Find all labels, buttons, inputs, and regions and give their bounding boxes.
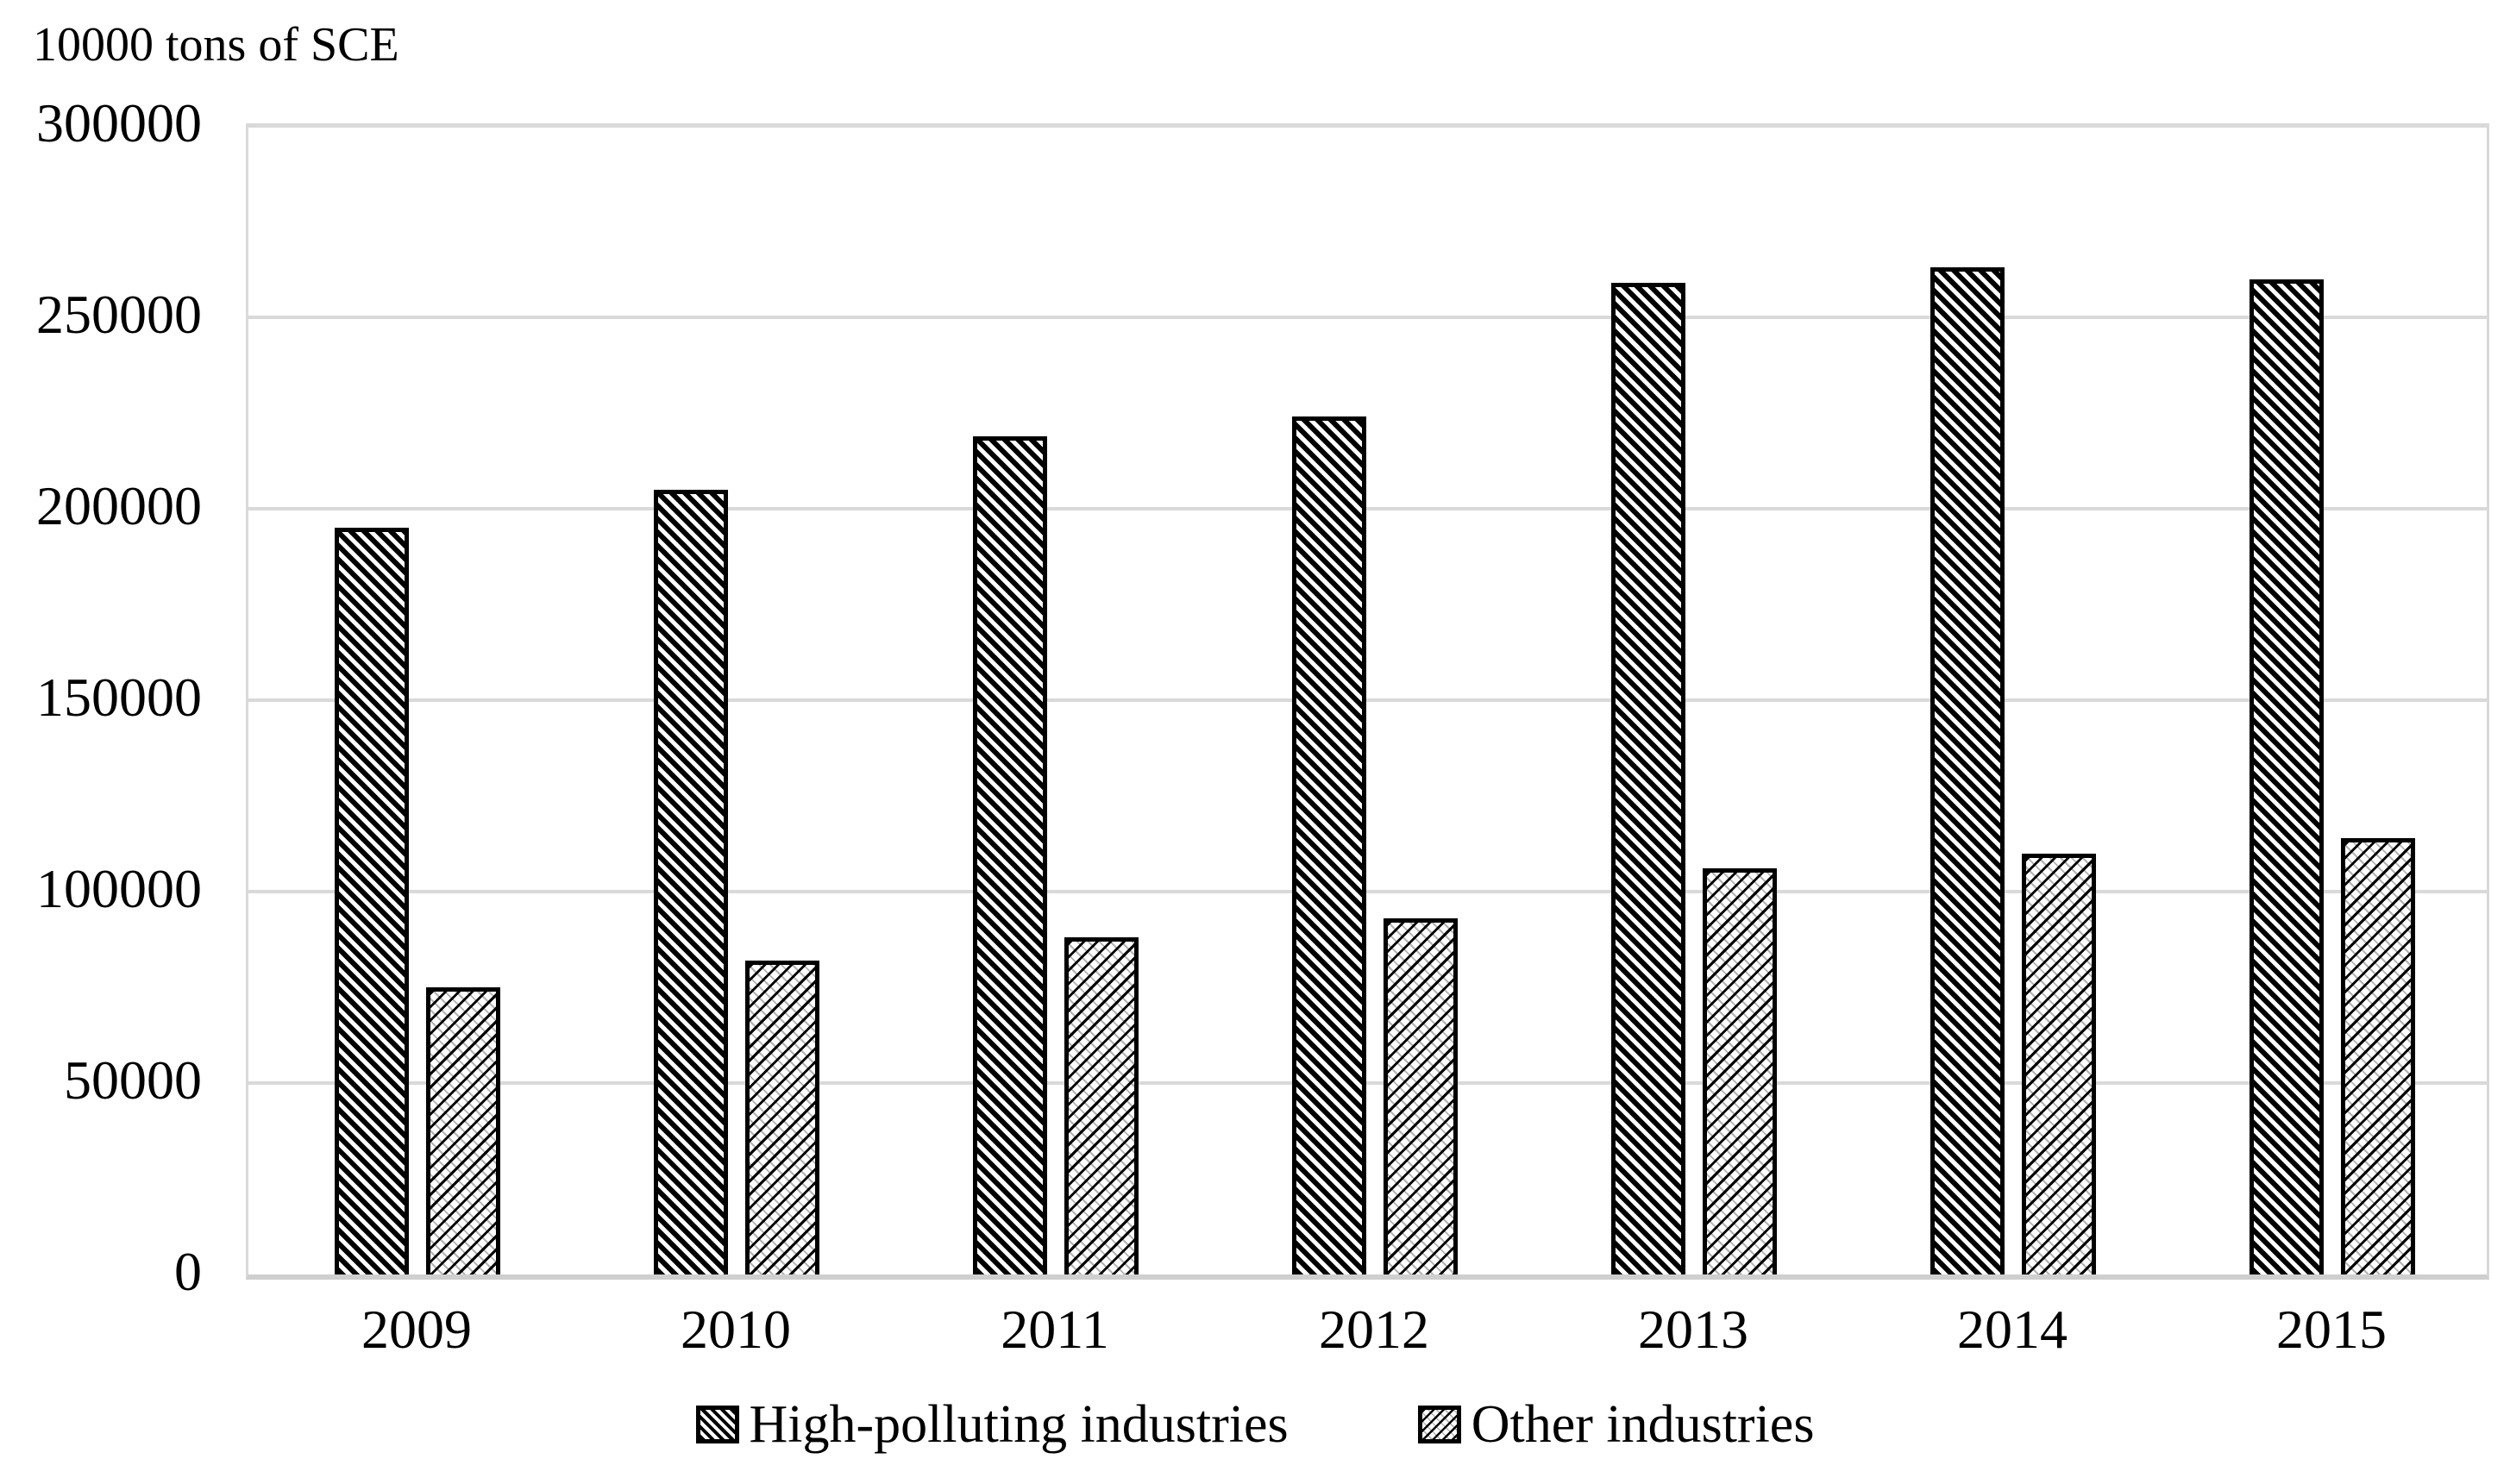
bar-other-2013 [1703,868,1777,1274]
bar-other-2011 [1064,937,1139,1274]
bar-high-polluting-2010 [654,490,728,1274]
legend-label-high-polluting: High-polluting industries [749,1395,1289,1454]
y-tick-label-50000: 50000 [64,1049,202,1111]
gridline-250000 [248,316,2487,319]
gridline-150000 [248,698,2487,702]
x-tick-label-2012: 2012 [1319,1299,1429,1360]
bar-other-2015 [2341,838,2415,1274]
legend: High-polluting industries Other industri… [0,1385,2510,1464]
legend-marker-other-icon [1417,1406,1461,1443]
bar-other-2009 [426,987,500,1274]
x-tick-label-2009: 2009 [361,1299,472,1360]
y-tick-label-100000: 100000 [36,858,202,919]
x-axis-labels: 2009 2010 2011 2012 2013 2014 2015 [0,1299,2510,1368]
x-tick-label-2011: 2011 [1001,1299,1109,1360]
x-tick-label-2014: 2014 [1957,1299,2068,1360]
bar-high-polluting-2015 [2250,279,2324,1274]
y-tick-label-0: 0 [174,1241,202,1302]
y-tick-label-300000: 300000 [36,92,202,153]
x-tick-label-2013: 2013 [1638,1299,1748,1360]
x-tick-label-2010: 2010 [681,1299,791,1360]
bar-high-polluting-2012 [1292,416,1366,1274]
gridline-50000 [248,1081,2487,1085]
x-tick-label-2015: 2015 [2276,1299,2387,1360]
y-axis-tick-labels: 0 50000 100000 150000 200000 250000 300000 [0,0,207,1484]
bar-other-2014 [2022,854,2096,1274]
gridline-200000 [248,507,2487,510]
y-tick-label-150000: 150000 [36,667,202,728]
bar-other-2010 [745,961,819,1274]
y-axis-unit-label: 10000 tons of SCE [33,18,399,72]
bar-high-polluting-2009 [335,528,409,1274]
legend-item-other: Other industries [1417,1394,1815,1455]
gridline-100000 [248,890,2487,893]
bar-high-polluting-2013 [1611,283,1685,1274]
plot-area [246,123,2489,1280]
bar-high-polluting-2014 [1930,267,2005,1274]
legend-marker-high-polluting-icon [695,1406,739,1443]
bar-other-2012 [1384,918,1458,1274]
legend-item-high-polluting: High-polluting industries [695,1394,1289,1455]
y-tick-label-200000: 200000 [36,475,202,536]
bar-high-polluting-2011 [973,436,1047,1274]
legend-label-other: Other industries [1471,1395,1815,1454]
gridline-300000 [248,124,2487,128]
y-tick-label-250000: 250000 [36,284,202,345]
